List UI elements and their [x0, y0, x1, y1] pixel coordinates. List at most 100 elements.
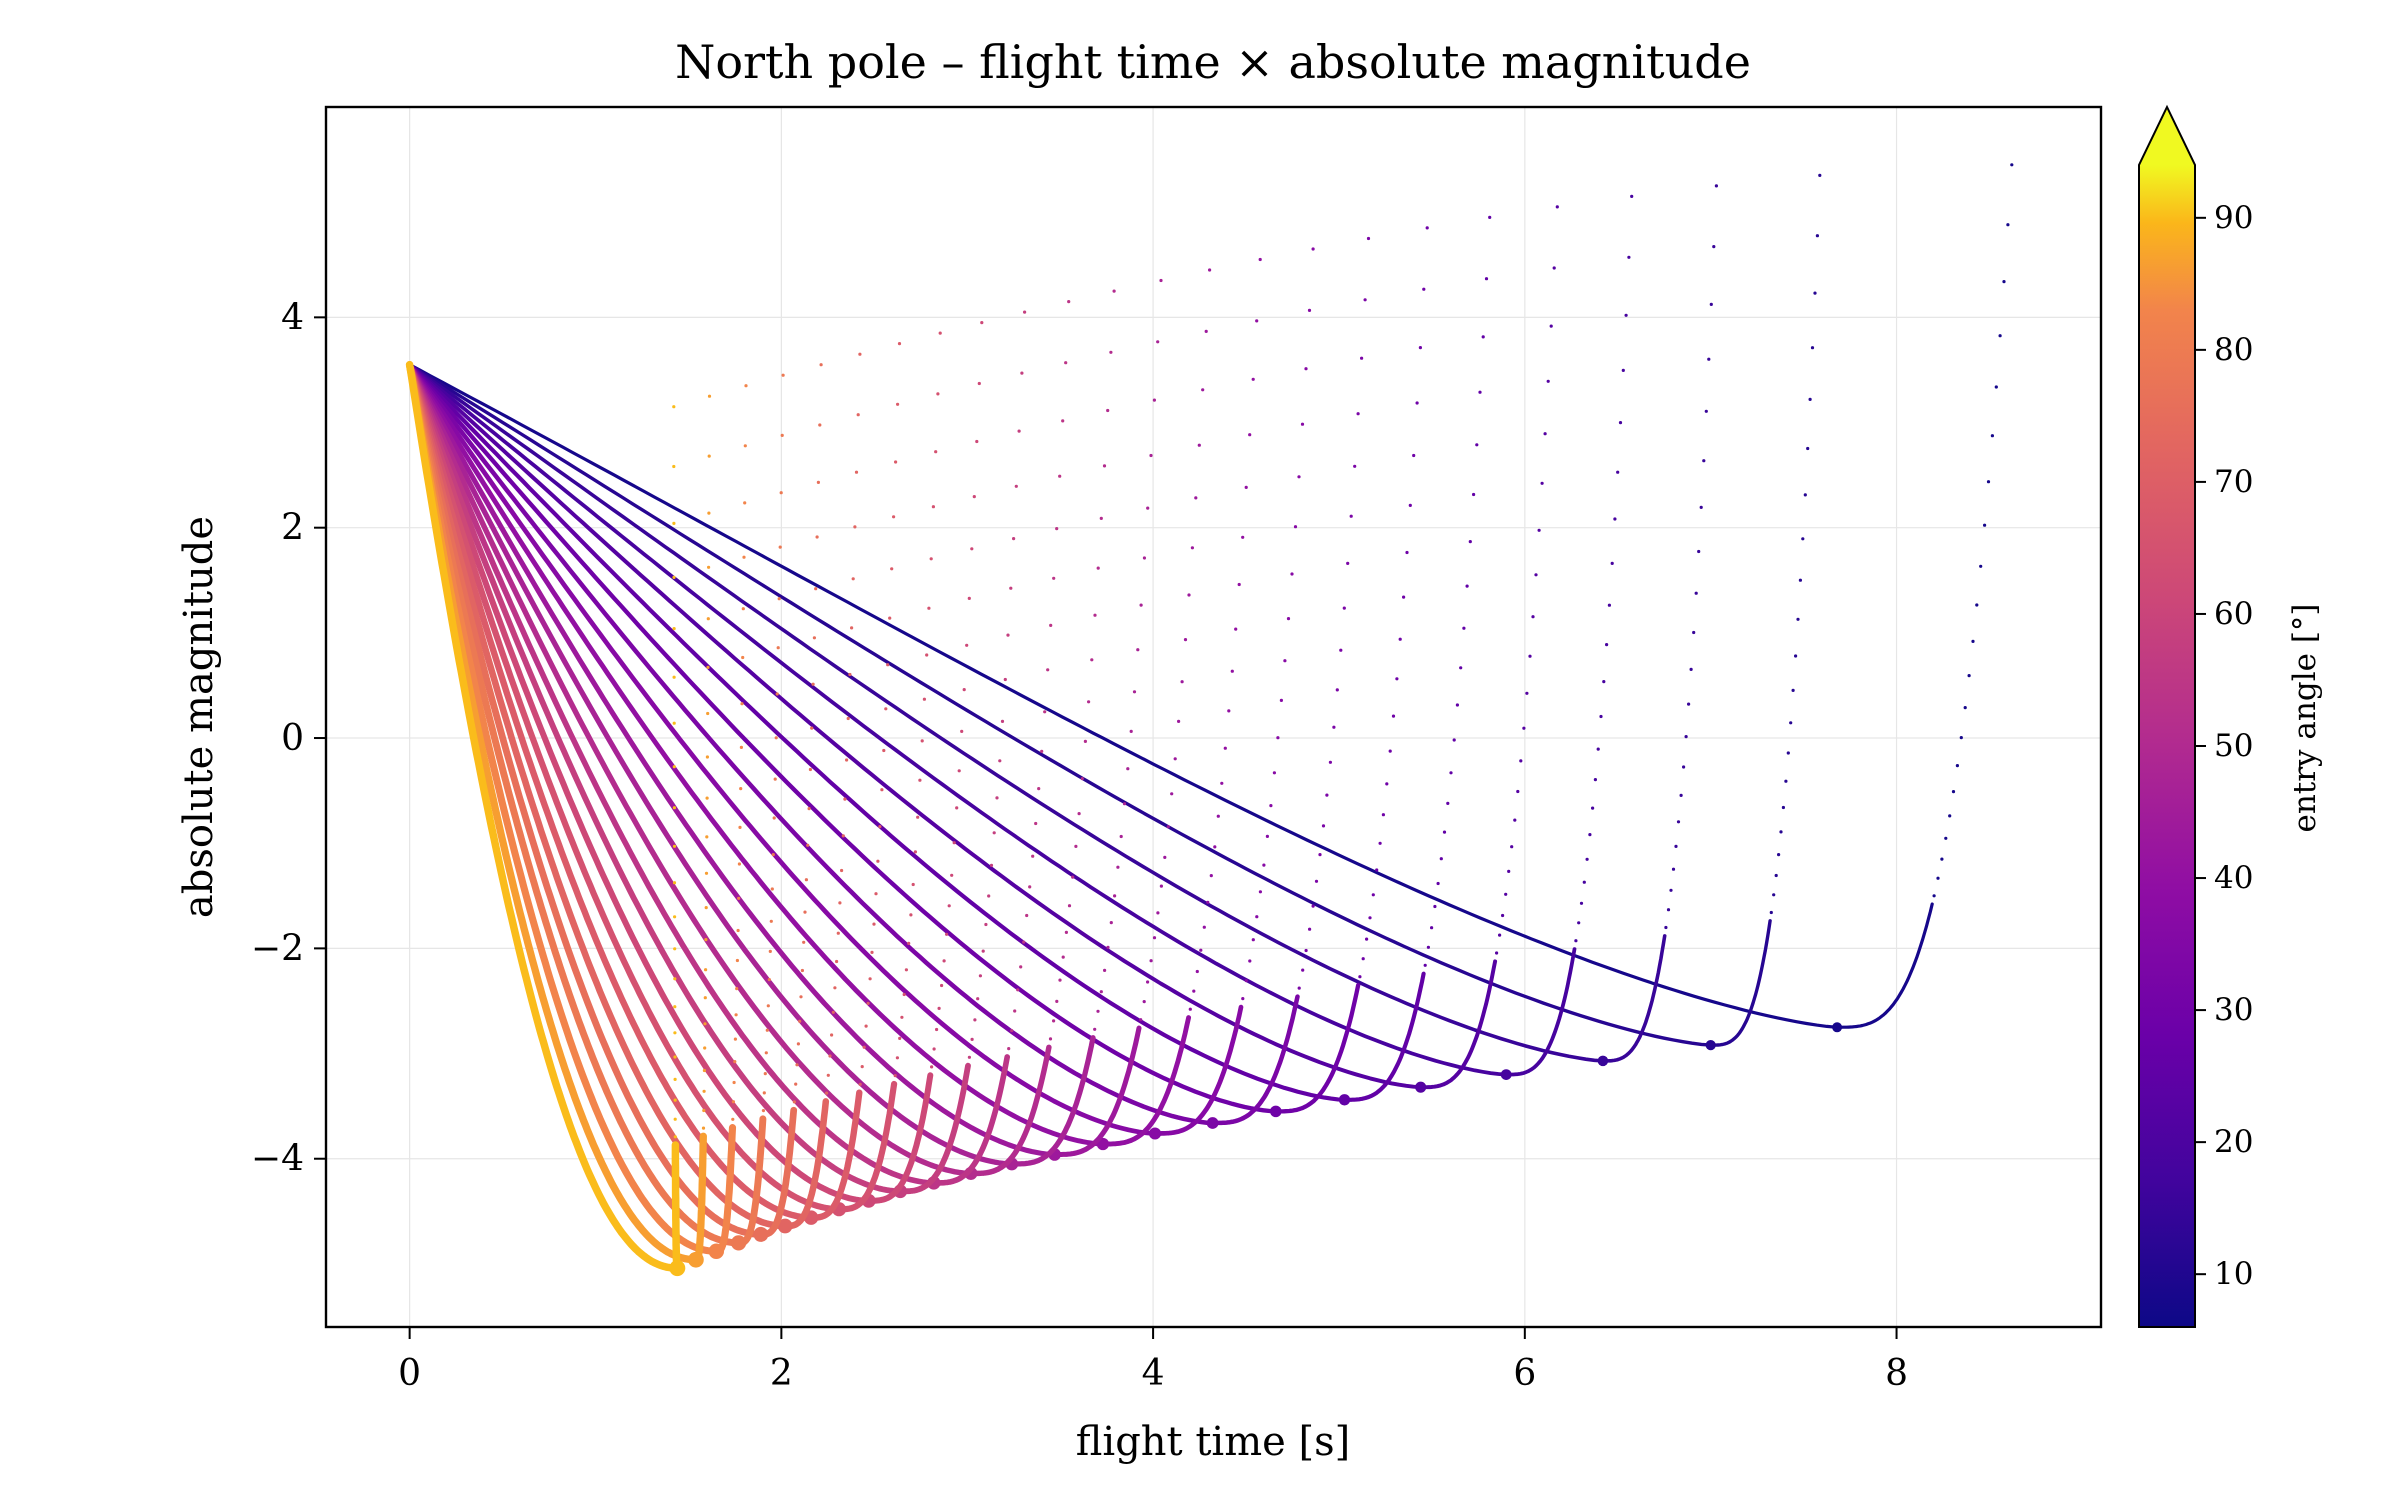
trajectory-dot: [1255, 319, 1259, 323]
trajectory-dot: [1122, 802, 1127, 806]
x-tick-label: 0: [398, 1353, 421, 1394]
minimum-marker: [730, 1235, 747, 1251]
trajectory-dot: [704, 968, 708, 972]
trajectory-dot: [777, 597, 781, 601]
trajectory-dot: [1704, 409, 1708, 413]
trajectory-dot: [1146, 980, 1150, 984]
trajectory-dot: [798, 1019, 802, 1023]
trajectory-dot: [1286, 617, 1291, 621]
trajectory-dot: [1067, 300, 1071, 304]
trajectory-dot: [1455, 703, 1459, 707]
trajectory-dot: [1478, 390, 1482, 394]
colorbar-body: [2139, 165, 2195, 1327]
trajectory-dot: [1516, 789, 1520, 794]
trajectory-dot: [1808, 397, 1812, 401]
trajectory-dot: [870, 950, 874, 955]
trajectory-dot: [909, 913, 913, 917]
trajectory-dot: [925, 653, 929, 657]
trajectory-dot: [987, 894, 991, 898]
trajectory-dot: [1484, 277, 1489, 281]
trajectory-dot: [706, 617, 710, 621]
trajectory-dot: [1353, 464, 1357, 468]
trajectory-dot: [934, 450, 938, 454]
trajectory-dot: [945, 932, 949, 936]
trajectory-dot: [1781, 805, 1785, 810]
trajectory-dots-79: [761, 373, 785, 1113]
trajectory-dots-44: [1139, 268, 1212, 1022]
trajectory-dot: [960, 729, 964, 734]
trajectory-dot: [942, 959, 946, 963]
trajectory-dot: [1049, 623, 1053, 628]
colorbar-outline: [2138, 104, 2196, 1328]
trajectory-dot: [1794, 654, 1798, 658]
trajectory-dot: [973, 1018, 977, 1022]
trajectory-dot: [1156, 911, 1160, 915]
trajectory-dot: [1034, 821, 1038, 826]
trajectory-dot: [1052, 1019, 1056, 1023]
trajectory-dot: [1798, 578, 1802, 582]
trajectory-dot: [1388, 749, 1392, 753]
trajectory-dot: [1064, 361, 1068, 365]
trajectory-dot: [802, 940, 806, 944]
trajectory-dot: [1328, 760, 1332, 764]
colorbar-tick-label: 70: [2214, 464, 2253, 500]
trajectory-dot: [741, 607, 745, 611]
trajectory-dot: [856, 413, 860, 417]
trajectory-dot: [816, 480, 821, 484]
minimum-marker: [1832, 1022, 1843, 1033]
trajectory-dot: [975, 439, 979, 444]
trajectory-dot: [1537, 528, 1541, 532]
trajectory-dot: [707, 394, 712, 398]
trajectory-line-61: [406, 361, 934, 1204]
trajectory-dot: [1475, 443, 1479, 447]
trajectory-dot: [1028, 885, 1032, 889]
trajectory-dots-58: [967, 310, 1027, 1059]
trajectory-dot: [706, 665, 710, 670]
trajectory-dot: [1430, 926, 1434, 930]
trajectory-dot: [1621, 368, 1625, 372]
trajectory-dots-90: [672, 405, 677, 1139]
trajectory-dot: [672, 521, 676, 526]
trajectory-dot: [1025, 913, 1029, 918]
trajectory-dot: [1017, 429, 1021, 433]
trajectory-dot: [1412, 453, 1416, 458]
trajectory-dot: [1540, 481, 1544, 485]
trajectory-dots-83: [731, 384, 748, 1121]
trajectory-dot: [672, 675, 676, 679]
trajectory-dot: [1055, 527, 1059, 531]
trajectory-dot: [1003, 677, 1007, 682]
trajectory-dot: [1679, 793, 1683, 798]
trajectory-dot: [1332, 725, 1336, 729]
trajectory-dot: [1415, 401, 1419, 405]
trajectory-dot: [1605, 643, 1609, 647]
trajectory-dot: [1525, 691, 1529, 695]
trajectory-dot: [1040, 749, 1044, 754]
trajectory-dot: [884, 707, 888, 711]
trajectory-dot: [799, 995, 803, 999]
trajectory-dot: [1707, 357, 1711, 361]
trajectory-dot: [931, 505, 936, 509]
trajectory-dot: [929, 557, 933, 561]
trajectory-dot: [1806, 446, 1810, 451]
trajectory-dot: [673, 1055, 677, 1059]
trajectory-dot: [706, 711, 710, 716]
colorbar-tick-label: 90: [2214, 200, 2253, 236]
trajectory-dot: [1187, 593, 1191, 597]
trajectory-dot: [955, 806, 959, 810]
trajectory-dot: [1283, 659, 1287, 663]
trajectory-dot: [976, 997, 980, 1001]
trajectory-dot: [735, 987, 739, 991]
trajectory-dot: [1940, 857, 1944, 861]
trajectory-dot: [1201, 388, 1205, 392]
trajectory-dot: [1712, 245, 1716, 249]
trajectory-dot: [1426, 945, 1430, 949]
trajectory-dot: [900, 1015, 904, 1019]
trajectory-dot: [1998, 334, 2002, 338]
trajectory-dot: [740, 702, 744, 706]
trajectory-dot: [1013, 1009, 1017, 1013]
trajectory-dot: [1279, 698, 1283, 703]
y-tick-label: 2: [281, 508, 304, 549]
trajectory-dot: [1363, 298, 1367, 302]
trajectory-dot: [1422, 287, 1426, 291]
trajectory-dot: [1139, 603, 1143, 607]
